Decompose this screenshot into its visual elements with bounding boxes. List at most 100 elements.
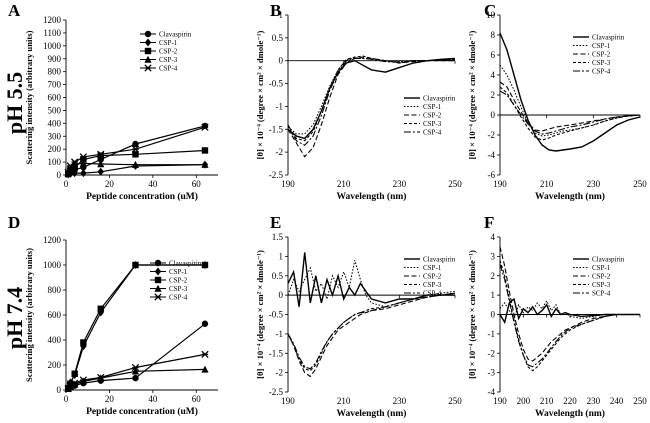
- y-tick-label: 8: [491, 30, 496, 40]
- data-point-csp-4: [131, 363, 140, 372]
- y-axis-label: [θ] × 10⁻⁴ (degree × cm² × dmole⁻¹): [467, 31, 477, 160]
- panel-letter: F: [484, 213, 494, 232]
- y-tick-label: 1000: [43, 41, 62, 51]
- panel-letter: A: [8, 1, 21, 20]
- series-line-clavaspirin: [287, 252, 455, 307]
- y-tick-label: -0.5: [269, 310, 284, 320]
- y-tick-label: 300: [48, 131, 62, 141]
- y-tick-label: 0.5: [272, 33, 284, 43]
- data-point-csp-4: [71, 158, 79, 166]
- panel-letter: E: [270, 213, 281, 232]
- x-tick-label: 230: [393, 396, 407, 406]
- legend-marker: [144, 55, 152, 63]
- legend-marker: [144, 30, 152, 38]
- x-axis-label: Peptide concentration (uM): [86, 406, 198, 417]
- y-tick-label: -2.5: [269, 387, 284, 397]
- x-tick-label: 40: [148, 179, 158, 189]
- data-point-csp-2: [201, 261, 209, 269]
- legend-label: CSP-2: [592, 273, 611, 281]
- data-point-clavaspirin: [132, 374, 139, 382]
- y-tick-label: 1: [279, 10, 284, 20]
- x-tick-label: 200: [517, 396, 531, 406]
- y-tick-label: 1200: [43, 15, 62, 25]
- legend-label: Clavaspirin: [592, 256, 625, 264]
- x-tick-label: 0: [64, 179, 69, 189]
- series-line-clavaspirin: [287, 57, 456, 140]
- x-axis-label: Peptide concentration (uM): [86, 191, 198, 202]
- y-tick-label: 4: [491, 232, 496, 242]
- y-axis-label: [θ] × 10⁻⁴ (degree × cm² × dmole⁻¹): [255, 31, 265, 160]
- data-point-csp-2: [71, 164, 78, 171]
- y-tick-label: 0: [491, 110, 496, 120]
- data-point-csp-4: [97, 373, 105, 382]
- x-tick-label: 0: [64, 394, 69, 404]
- legend-label: CSP-1: [169, 268, 188, 276]
- y-axis-label: [θ] × 10⁻⁴ (degree × cm² × dmole⁻¹): [255, 250, 265, 379]
- data-point-csp-4: [71, 379, 79, 387]
- data-point-csp-2: [80, 156, 87, 163]
- y-axis-label: Scattering intensity (arbitrary units): [24, 248, 34, 382]
- data-point-csp-3: [131, 367, 140, 375]
- y-tick-label: 100: [48, 157, 62, 167]
- y-tick-label: 0.5: [272, 271, 284, 281]
- x-axis-label: Wavelength (nm): [535, 408, 605, 419]
- legend-label: CSP-3: [592, 59, 611, 67]
- y-tick-label: 0: [57, 385, 62, 395]
- series-line-csp-1: [499, 299, 640, 320]
- y-tick-label: -4: [488, 150, 496, 160]
- y-tick-label: -2: [488, 348, 496, 358]
- y-tick-label: -1.5: [269, 124, 284, 134]
- y-tick-label: 600: [48, 93, 62, 103]
- y-tick-label: -2: [488, 130, 496, 140]
- legend-label: CSP-3: [169, 285, 188, 293]
- panel-letter: D: [8, 213, 20, 232]
- legend-marker: [144, 47, 152, 55]
- data-point-csp-3: [64, 169, 72, 177]
- y-tick-label: 400: [48, 335, 62, 345]
- panel-e: E -2.5 -2 -1.5 -1 -0.5 0 0.5 1 1.5 190 210 230 250 Wav…: [255, 213, 462, 419]
- series-line-clavaspirin: [499, 32, 641, 152]
- y-tick-label: 700: [48, 80, 62, 90]
- y-tick-label: 200: [48, 360, 62, 370]
- data-point-csp-3: [131, 160, 140, 168]
- legend-marker: [154, 284, 162, 292]
- legend-label: Clavaspirin: [592, 34, 625, 42]
- y-tick-label: 0: [57, 170, 62, 180]
- series-line-scp-4: [499, 263, 640, 368]
- panel-b: B -2.5 -2 -1.5 -1 -0.5 0 0.5 1 190 210 230 250 Wavele…: [255, 1, 462, 202]
- y-tick-label: 2: [491, 271, 496, 281]
- y-tick-label: 1100: [43, 28, 61, 38]
- panel-d: D 0 200 400 600 800 1000 1200 0 20 40 60 Peptide con…: [8, 213, 218, 417]
- legend-label: CSP-2: [423, 112, 442, 120]
- legend-marker: [154, 267, 162, 276]
- y-tick-label: 1: [491, 290, 496, 300]
- data-point-clavaspirin: [132, 140, 139, 148]
- legend-label: CSP-2: [592, 51, 611, 59]
- data-point-csp-1: [97, 167, 104, 176]
- legend-label: CSP-1: [423, 264, 442, 272]
- x-tick-label: 210: [337, 179, 351, 189]
- legend-label: Clavaspirin: [423, 95, 456, 103]
- x-tick-label: 230: [587, 179, 601, 189]
- data-point-csp-3: [97, 160, 105, 168]
- data-point-csp-3: [79, 159, 87, 167]
- legend-label: CSP-2: [169, 277, 188, 285]
- x-tick-label: 20: [105, 179, 115, 189]
- y-tick-label: -2: [276, 147, 284, 157]
- series-line-csp-4: [287, 57, 455, 146]
- x-tick-label: 230: [393, 179, 407, 189]
- y-tick-label: -1: [276, 101, 284, 111]
- legend-label: Clavaspirin: [159, 31, 192, 39]
- x-tick-label: 60: [192, 394, 202, 404]
- data-point-csp-2: [71, 370, 78, 377]
- series-line-csp-2: [499, 246, 640, 362]
- x-tick-label: 250: [633, 396, 647, 406]
- legend-label: CSP-4: [423, 290, 442, 298]
- y-tick-label: -4: [488, 387, 496, 397]
- legend-label: CSP-1: [423, 103, 442, 111]
- y-tick-label: 0: [491, 310, 496, 320]
- x-tick-label: 60: [192, 179, 202, 189]
- legend-marker: [144, 64, 152, 72]
- data-point-csp-3: [201, 160, 209, 168]
